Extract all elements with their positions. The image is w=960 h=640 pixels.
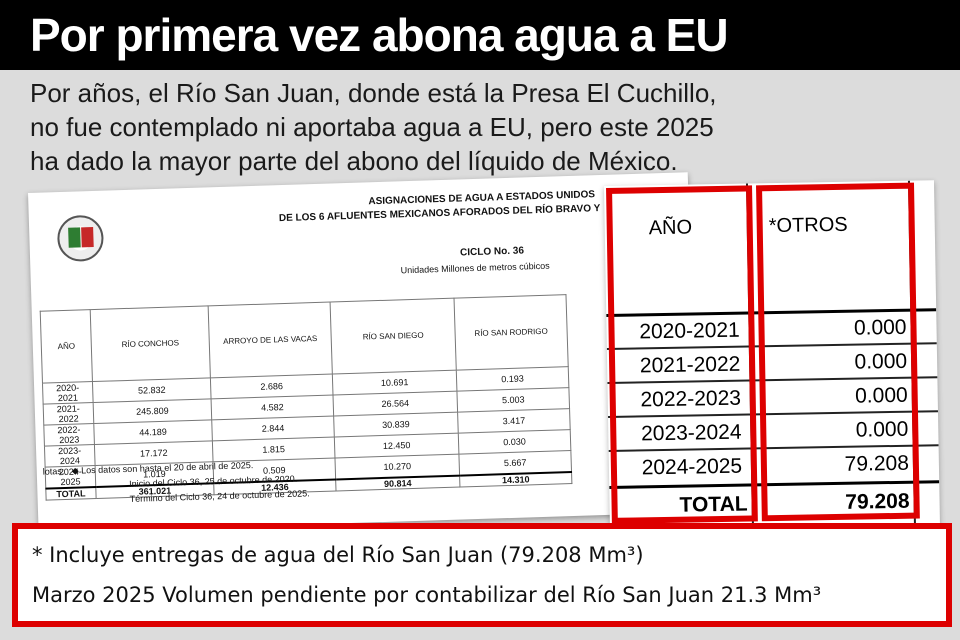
footnote-box: * Incluye entregas de agua del Río San J… (12, 523, 952, 627)
column-header: RÍO SAN DIEGO (330, 298, 457, 375)
column-header: RÍO CONCHOS (90, 305, 211, 382)
lead-paragraph: Por años, el Río San Juan, donde está la… (30, 76, 930, 178)
footnote-line: * Incluye entregas de agua del Río San J… (32, 543, 644, 567)
lead-line: ha dado la mayor parte del abono del líq… (30, 146, 678, 176)
document-notes: lotas: ◆ Los datos son hasta el 20 de ab… (43, 456, 310, 509)
lead-line: no fue contemplado ni aportaba agua a EU… (30, 112, 714, 142)
column-header: ARROYO DE LAS VACAS (208, 302, 333, 378)
diamond-bullet-icon: ◆ (71, 465, 79, 476)
lead-line: Por años, el Río San Juan, donde está la… (30, 78, 717, 108)
headline: Por primera vez abona agua a EU (30, 9, 729, 61)
seal-logo (56, 214, 105, 263)
table-cell: 2021-2022 (43, 402, 94, 426)
table-cell: 2020-2021 (42, 381, 94, 405)
highlight-box-other (756, 182, 920, 522)
headline-bar: Por primera vez abona agua a EU (0, 0, 960, 70)
scanned-document: ASIGNACIONES DE AGUA A ESTADOS UNIDOS DE… (28, 172, 699, 533)
table-cell: 2022-2023 (43, 423, 95, 447)
zoomed-table: AÑO *OTROS 2020-2021 0.000 2021-2022 0.0… (604, 180, 940, 532)
footnote-line: Marzo 2025 Volumen pendiente por contabi… (32, 583, 822, 607)
table-cell: 14.310 (459, 472, 572, 488)
highlight-box-year (606, 185, 758, 524)
document-units: Unidades Millones de metros cúbicos (400, 260, 550, 276)
notes-label: lotas: (42, 466, 65, 477)
document-cycle: CICLO No. 36 (459, 245, 525, 259)
document-subtitle: DE LOS 6 AFLUENTES MEXICANOS AFORADOS DE… (278, 203, 601, 225)
column-header: AÑO (40, 309, 93, 384)
column-header: RÍO SAN RODRIGO (454, 294, 569, 371)
table-cell: 90.814 (335, 475, 460, 491)
